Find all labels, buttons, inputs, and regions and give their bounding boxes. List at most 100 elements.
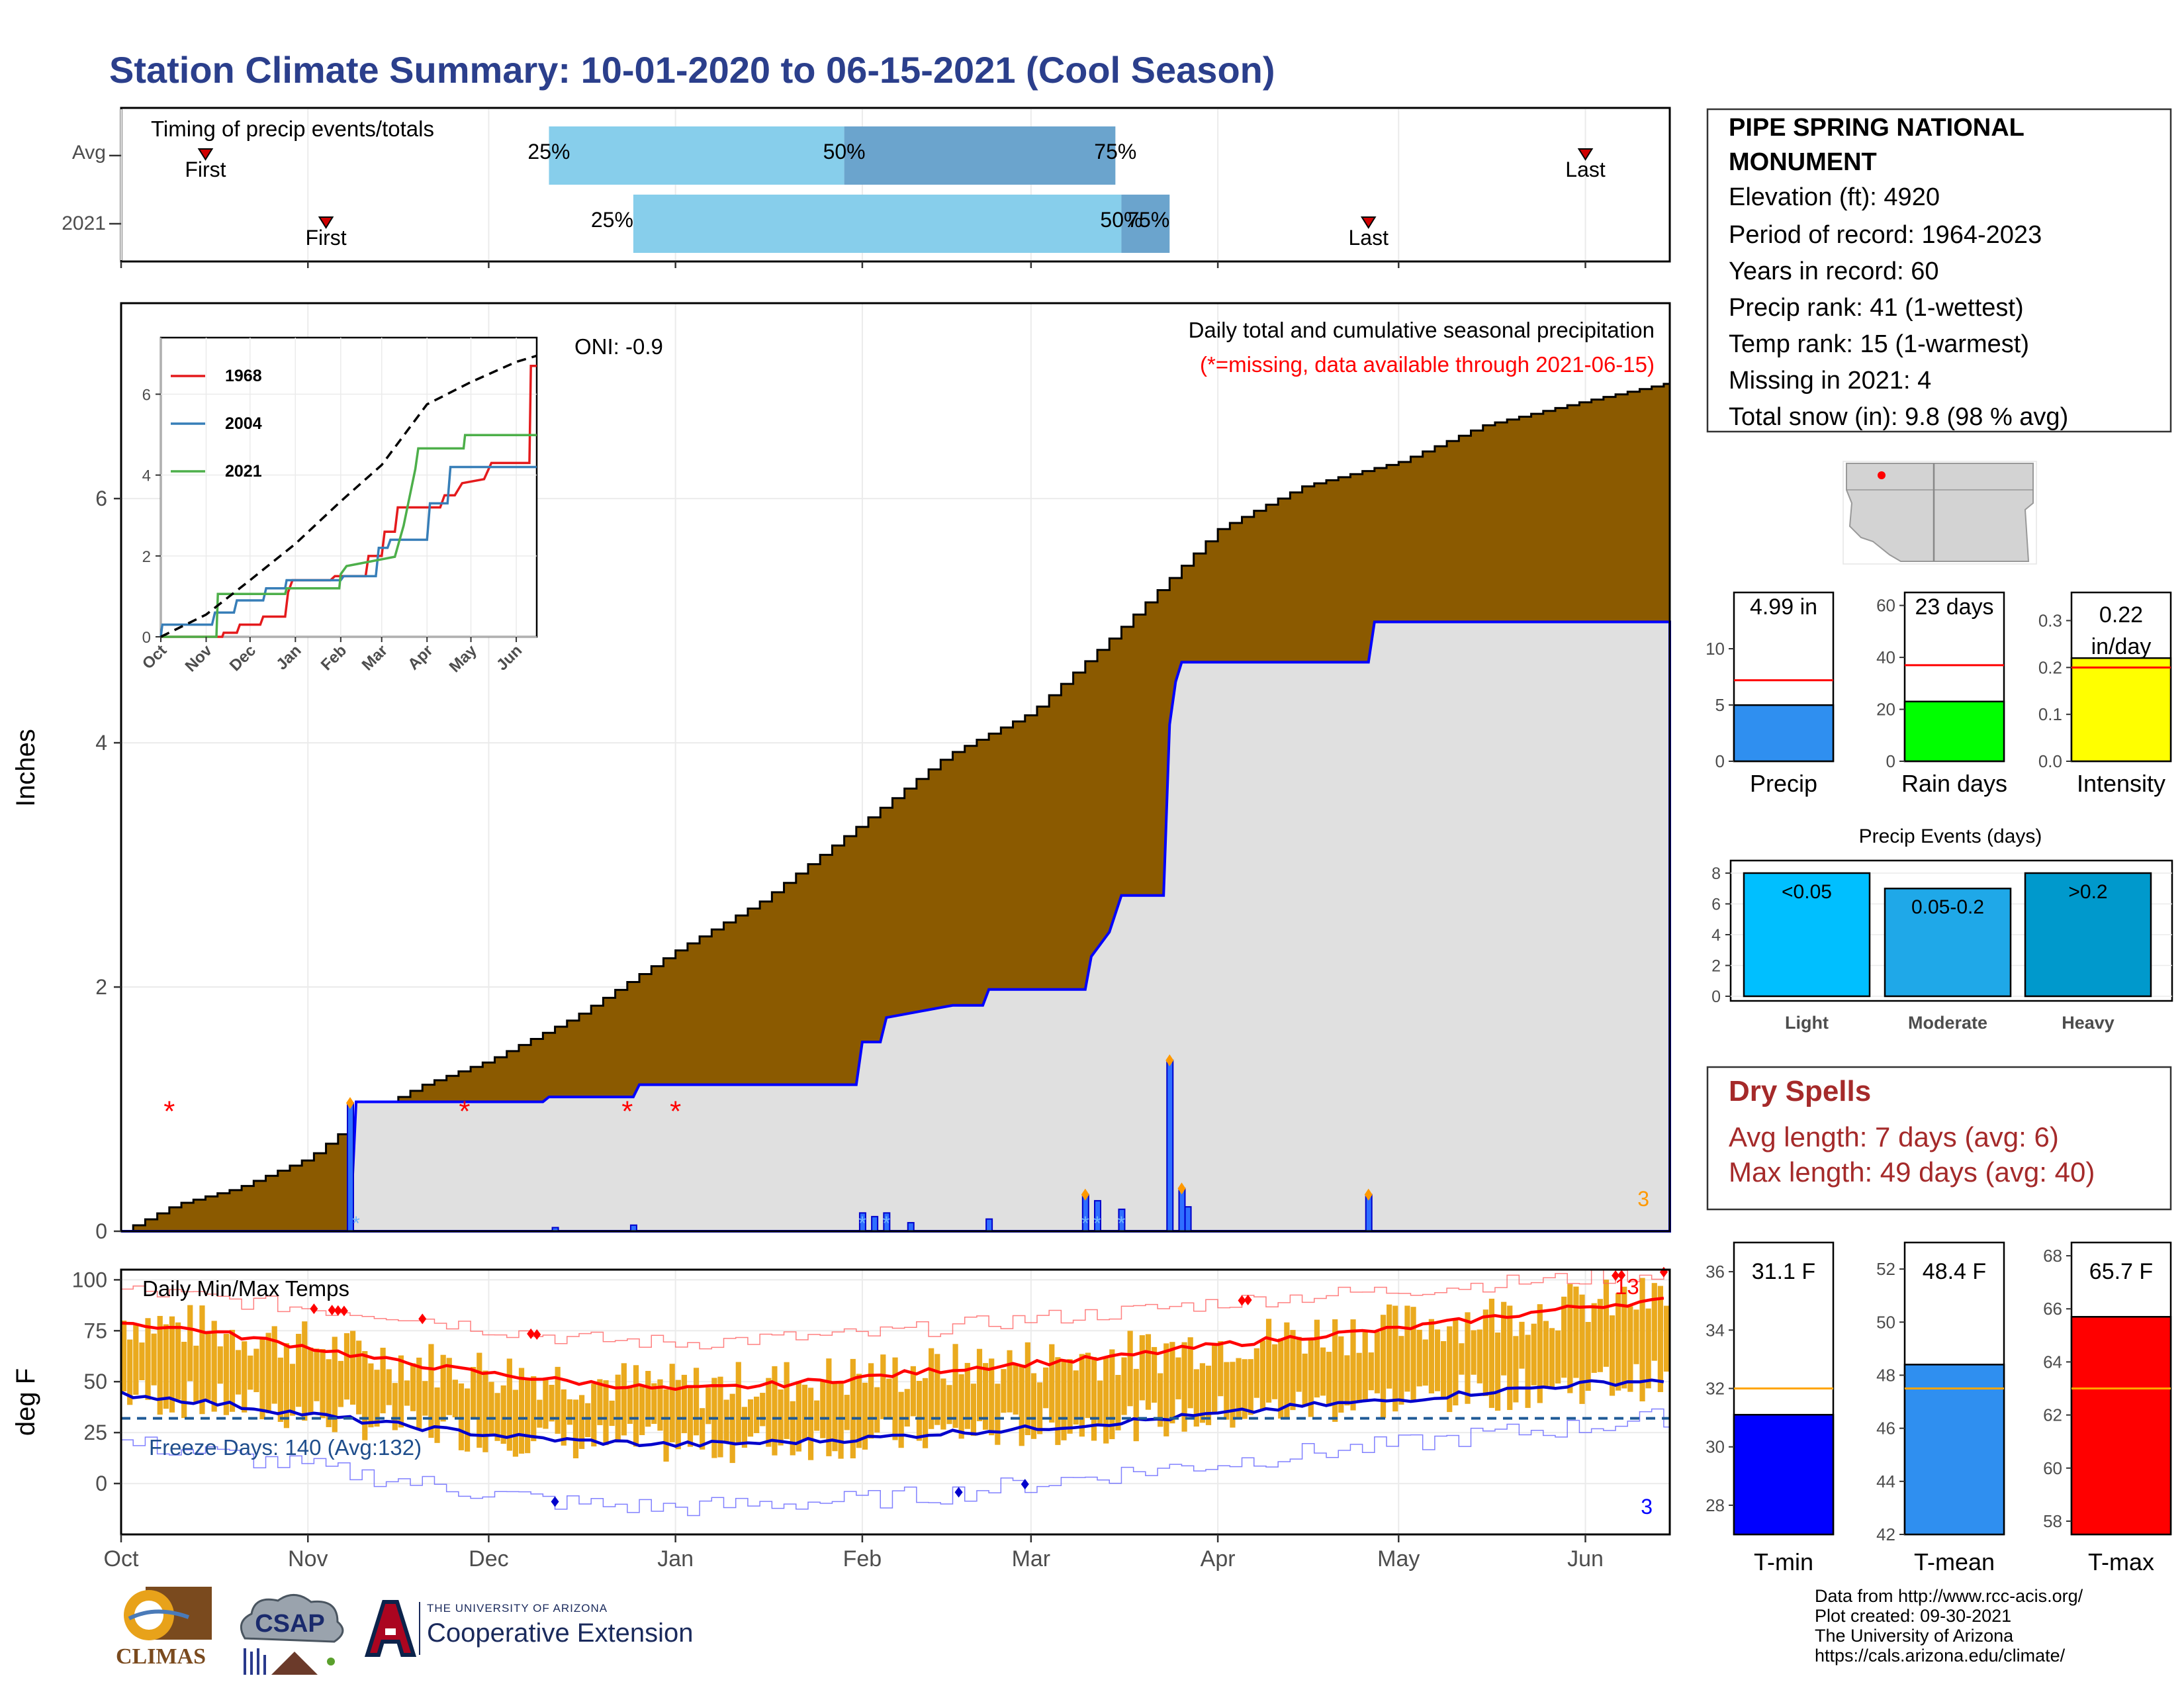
daily-temp-bar xyxy=(814,1400,820,1431)
daily-temp-bar xyxy=(627,1385,633,1424)
daily-temp-bar xyxy=(585,1403,591,1438)
daily-temp-bar xyxy=(181,1342,187,1419)
record-high-marker xyxy=(527,1328,535,1339)
daily-temp-bar xyxy=(362,1351,368,1440)
daily-temp-bar xyxy=(874,1387,880,1433)
temp-summary-y-tick-label: 48 xyxy=(1876,1365,1895,1385)
daily-temp-bar xyxy=(1501,1301,1507,1376)
daily-temp-bar xyxy=(477,1352,482,1448)
temp-summary-value-label: 31.1 F xyxy=(1752,1259,1815,1284)
daily-temp-bar xyxy=(1591,1303,1597,1373)
last-event-label: Last xyxy=(1565,158,1606,181)
snow-day-marker: * xyxy=(882,1213,890,1235)
daily-temp-bar xyxy=(663,1389,669,1462)
month-tick-label: Feb xyxy=(843,1546,882,1571)
daily-temp-bar xyxy=(1242,1359,1248,1419)
daily-temp-bar xyxy=(934,1354,940,1425)
timing-title: Timing of precip events/totals xyxy=(151,117,434,141)
daily-temp-bar xyxy=(169,1316,175,1413)
station-period: Period of record: 1964-2023 xyxy=(1729,221,2042,249)
month-tick-label: May xyxy=(1377,1546,1420,1571)
daily-precip-bar xyxy=(346,1102,354,1232)
record-max-line xyxy=(121,1269,1670,1350)
daily-temp-bar xyxy=(1036,1382,1043,1434)
daily-temp-bar xyxy=(1296,1336,1302,1392)
summary-value-label: in/day xyxy=(2091,634,2152,659)
daily-temp-bar xyxy=(1453,1319,1459,1406)
map-region xyxy=(1846,463,2034,562)
temp-summary-value-label: 48.4 F xyxy=(1923,1259,1986,1284)
daily-temp-bar xyxy=(127,1339,133,1405)
daily-temp-bar xyxy=(832,1382,838,1452)
dry-spells-box: Dry Spells Avg length: 7 days (avg: 6) M… xyxy=(1706,1066,2172,1211)
daily-temp-bar xyxy=(747,1399,754,1437)
daily-temp-bar xyxy=(1525,1335,1531,1408)
daily-temp-bar xyxy=(1567,1284,1573,1393)
daily-temp-bar xyxy=(1175,1357,1181,1399)
daily-temp-bar xyxy=(416,1357,422,1429)
daily-temp-bar xyxy=(578,1395,585,1449)
daily-temp-bar xyxy=(1465,1312,1471,1404)
timing-row-label-2021: 2021 xyxy=(62,212,106,234)
daily-temp-bar xyxy=(850,1358,856,1459)
daily-temp-bar xyxy=(989,1358,995,1436)
university-of-arizona-a-logo xyxy=(364,1600,417,1657)
wordmark-rule xyxy=(419,1602,420,1655)
events-bar-Light xyxy=(1743,872,1871,998)
daily-temp-bar xyxy=(1633,1309,1639,1364)
temp-summary-bar-T-mean xyxy=(1903,1364,2005,1536)
timing-label-50: 50% xyxy=(1100,208,1142,232)
daily-temp-bar xyxy=(1284,1322,1290,1418)
daily-temp-bar xyxy=(700,1408,705,1450)
daily-temp-bar xyxy=(1447,1326,1453,1413)
record-high-marker xyxy=(418,1313,427,1325)
timing-label-50: 50% xyxy=(823,140,866,164)
events-y-tick-label: 6 xyxy=(1711,895,1721,914)
daily-temp-bar xyxy=(615,1374,621,1443)
temp-summary-bar-T-min xyxy=(1733,1413,1835,1536)
station-snow: Total snow (in): 9.8 (98 % avg) xyxy=(1729,403,2068,431)
station-missing: Missing in 2021: 4 xyxy=(1729,367,1931,395)
events-bar-label: 0.05-0.2 xyxy=(1911,896,1984,918)
daily-temp-bar xyxy=(790,1401,796,1456)
credits: Data from http://www.rcc-acis.org/Plot c… xyxy=(1815,1586,2083,1665)
station-name-line2: MONUMENT xyxy=(1729,148,1877,176)
summary-y-tick-label: 0.1 xyxy=(2038,704,2062,724)
daily-temp-bar xyxy=(844,1395,850,1430)
daily-temp-bar xyxy=(1055,1357,1061,1445)
temp-y-tick-label: 50 xyxy=(83,1370,107,1393)
missing-data-marker: * xyxy=(670,1096,681,1128)
daily-temp-bar xyxy=(1121,1357,1127,1415)
precip-panel: * * * * * * * * * * Daily total and cumulative s… xyxy=(11,302,1671,1243)
daily-temp-bar xyxy=(1603,1280,1610,1367)
temp-summary-y-tick-label: 60 xyxy=(2043,1458,2062,1478)
daily-temp-bar xyxy=(735,1362,741,1443)
station-years: Years in record: 60 xyxy=(1729,258,1939,285)
summary-bar-name: Rain days xyxy=(1901,770,2007,797)
daily-precip-bar xyxy=(1178,1188,1186,1232)
daily-temp-bar xyxy=(1488,1298,1495,1408)
daily-temp-bar xyxy=(1085,1352,1091,1419)
daily-temp-bar xyxy=(1387,1304,1392,1389)
daily-temp-bar xyxy=(922,1378,929,1448)
daily-temp-bar xyxy=(1621,1286,1627,1389)
daily-temp-bar xyxy=(343,1333,350,1400)
daily-temp-bar xyxy=(609,1400,615,1427)
snow-event-marker xyxy=(1081,1188,1089,1201)
daily-temp-bar xyxy=(531,1376,537,1442)
events-bar-Moderate xyxy=(1884,887,2012,998)
first-event-marker xyxy=(197,148,214,161)
temp-summary-y-tick-label: 30 xyxy=(1706,1437,1725,1457)
daily-temp-bar xyxy=(283,1343,290,1429)
daily-temp-bar xyxy=(259,1338,265,1420)
daily-temp-bar xyxy=(940,1378,946,1430)
summary-value-label: 0.22 xyxy=(2099,602,2143,628)
daily-temp-bar xyxy=(1428,1319,1434,1393)
daily-temp-bar xyxy=(175,1322,181,1400)
daily-temp-bar xyxy=(1073,1370,1079,1425)
station-info-box: PIPE SPRING NATIONAL MONUMENT Elevation … xyxy=(1706,108,2172,433)
daily-temp-bar xyxy=(374,1370,380,1427)
daily-temp-bar xyxy=(1103,1357,1109,1444)
